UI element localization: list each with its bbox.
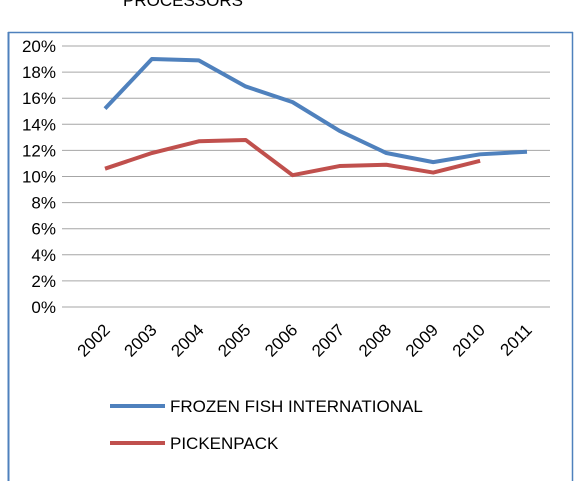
y-tick-label: 4%	[31, 246, 56, 265]
y-tick-label: 10%	[22, 168, 56, 187]
series-line	[103, 57, 528, 165]
y-tick-label: 8%	[31, 194, 56, 213]
y-tick-label: 6%	[31, 220, 56, 239]
series-line	[104, 137, 481, 178]
legend-label: FROZEN FISH INTERNATIONAL	[170, 397, 423, 416]
y-tick-label: 2%	[31, 272, 56, 291]
y-tick-label: 0%	[31, 298, 56, 317]
y-tick-label: 20%	[22, 37, 56, 56]
legend-label: PICKENPACK	[170, 434, 279, 453]
y-tick-label: 16%	[22, 89, 56, 108]
y-tick-label: 18%	[22, 63, 56, 82]
chart-title: PROCESSORS	[123, 0, 243, 10]
y-tick-label: 14%	[22, 115, 56, 134]
y-tick-label: 12%	[22, 141, 56, 160]
